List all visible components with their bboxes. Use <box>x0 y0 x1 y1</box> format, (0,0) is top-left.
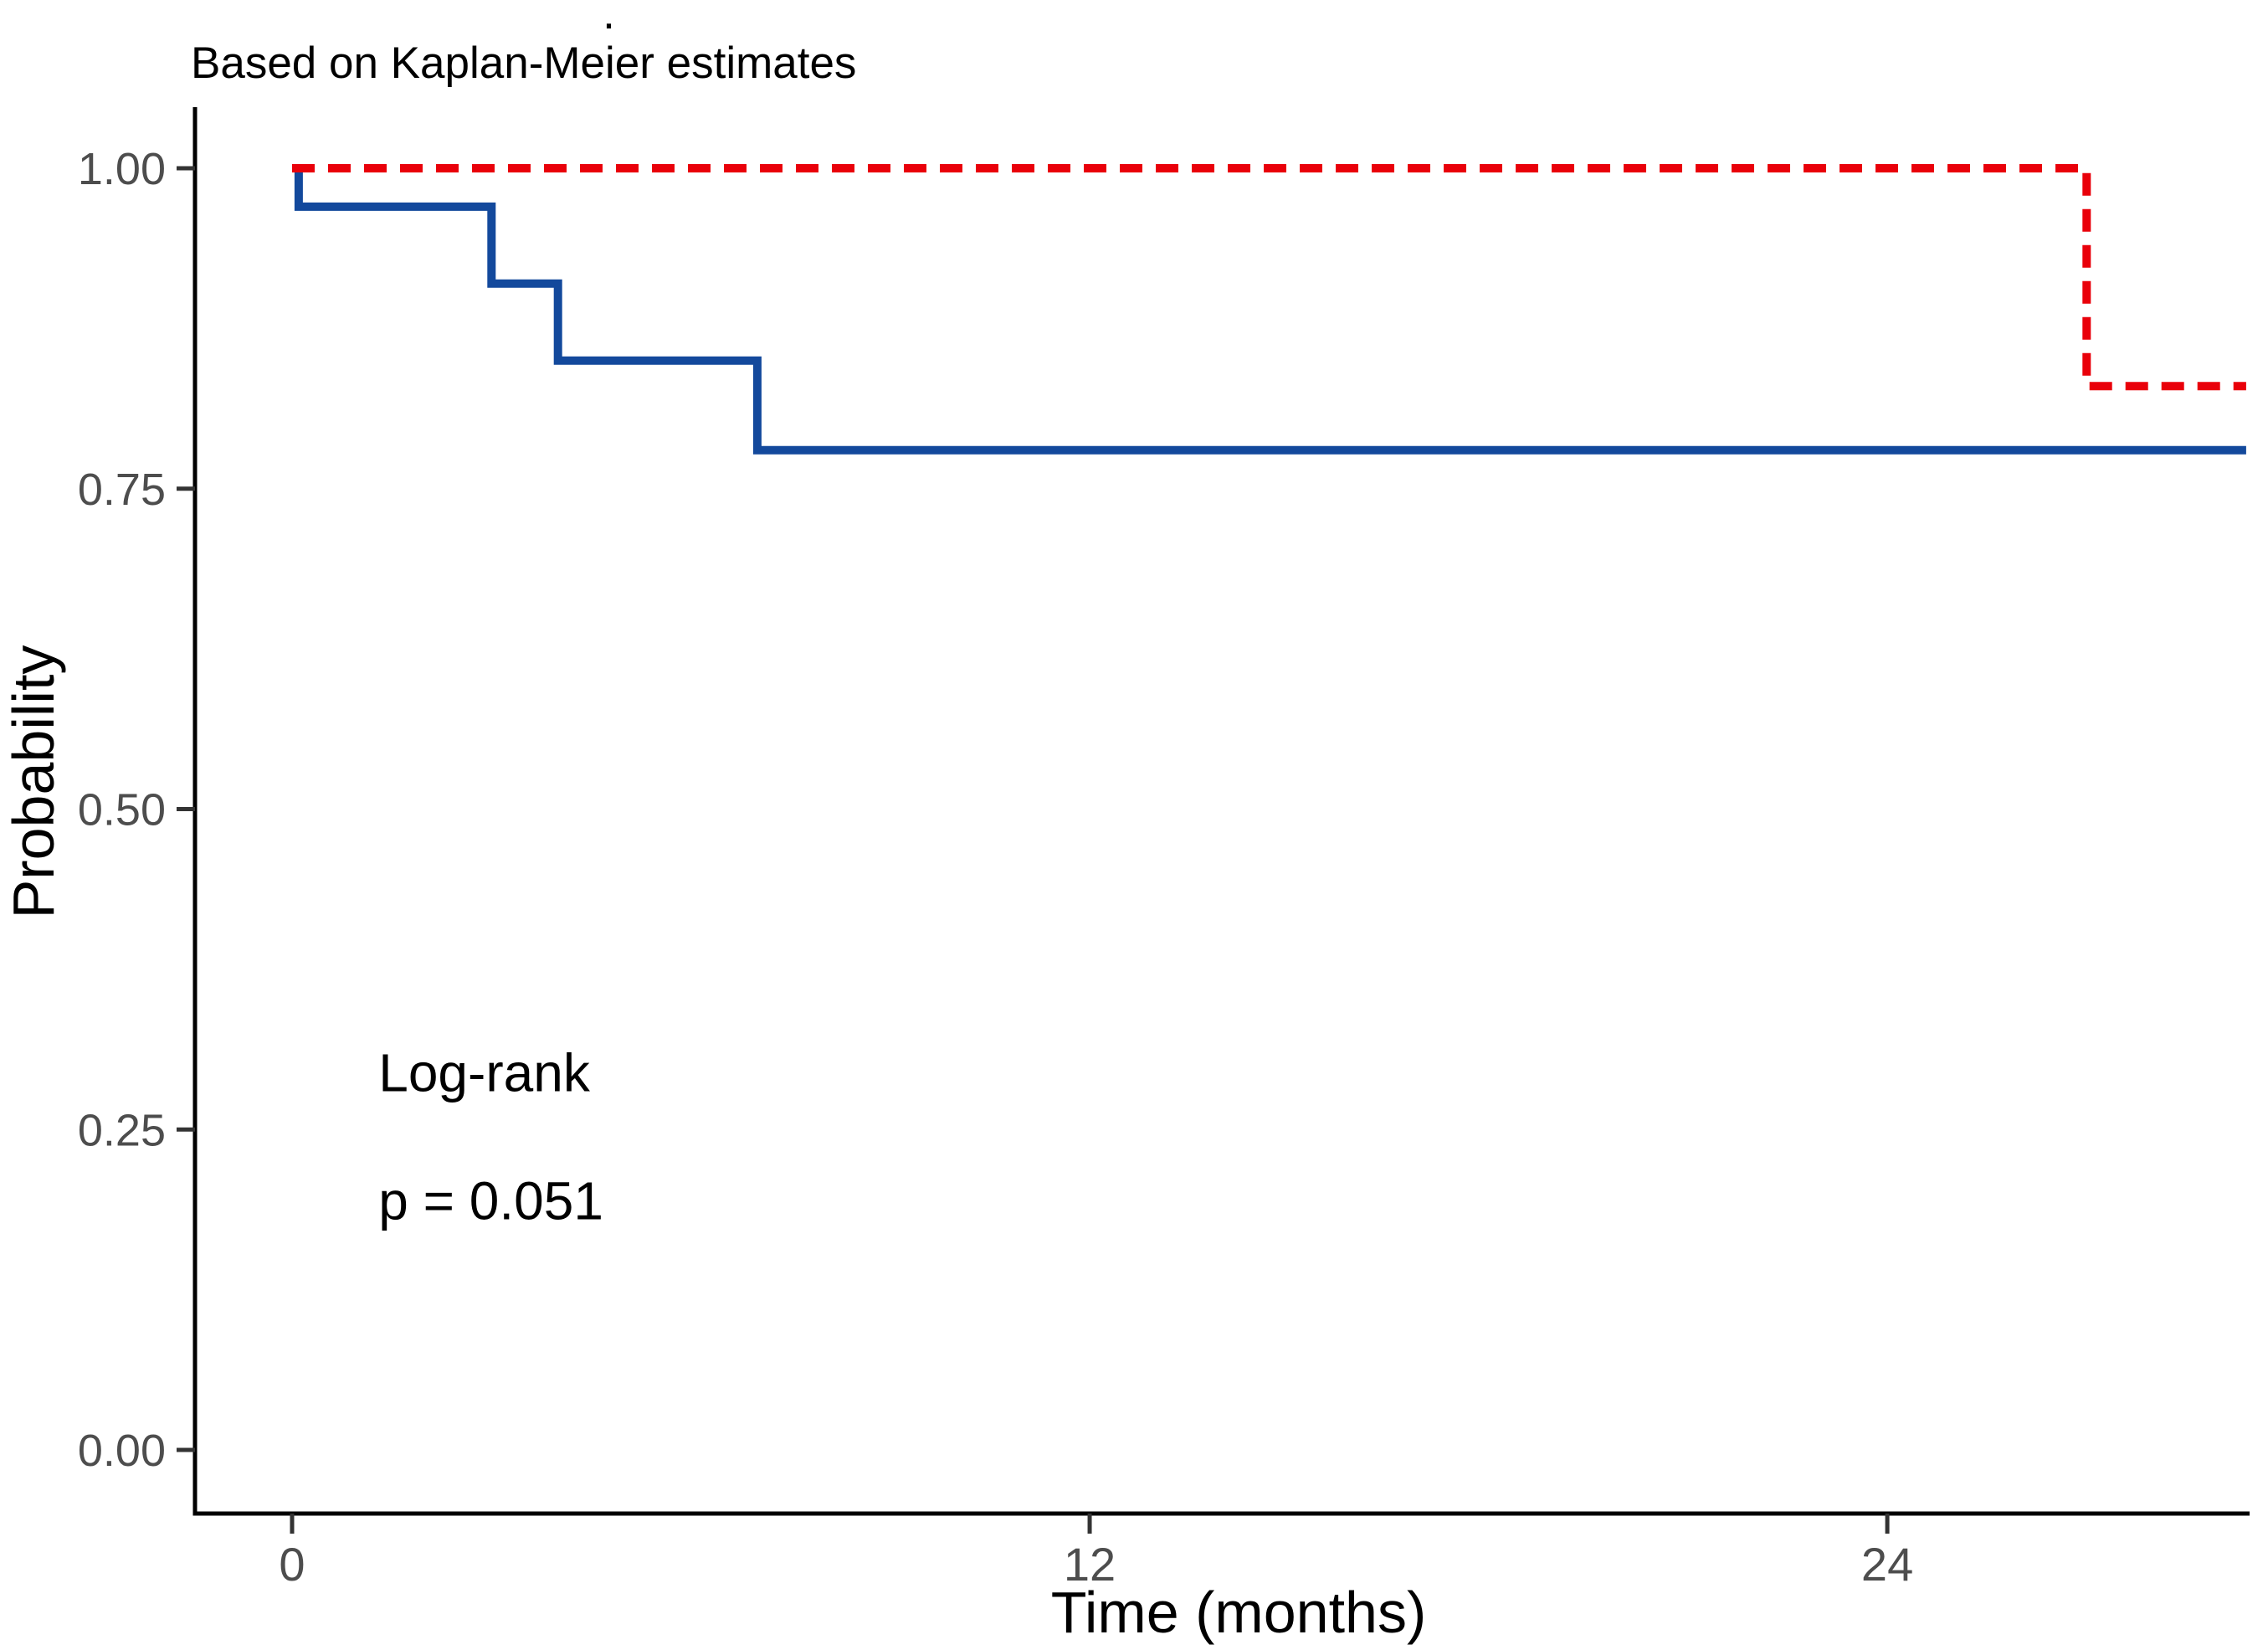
x-tick-label: 24 <box>1861 1538 1913 1591</box>
y-tick-label: 0.25 <box>78 1105 166 1155</box>
x-tick-label: 12 <box>1064 1538 1116 1591</box>
x-axis-ticks: 0 12 24 <box>279 1514 1913 1591</box>
x-axis-title: Time (months) <box>1051 1580 1427 1645</box>
y-axis-title: Probability <box>1 645 66 919</box>
y-tick-label: 0.75 <box>78 465 166 515</box>
annotation-group: Log-rank p = 0.051 <box>378 1042 603 1231</box>
x-tick-label: 0 <box>279 1538 305 1591</box>
km-curve-group1-solid <box>292 164 2246 455</box>
annotation-text-1: p = 0.051 <box>378 1170 603 1231</box>
y-axis-ticks: 0.00 0.25 0.50 0.75 1.00 <box>78 144 195 1476</box>
plot-title: . <box>603 0 615 39</box>
annotation-text-0: Log-rank <box>378 1042 591 1103</box>
y-tick-label: 0.00 <box>78 1426 166 1476</box>
km-curve-group2-dashed <box>292 164 2246 391</box>
y-tick-label: 1.00 <box>78 144 166 194</box>
y-tick-label: 0.50 <box>78 785 166 835</box>
plot-subtitle: Based on Kaplan-Meier estimates <box>191 39 856 88</box>
